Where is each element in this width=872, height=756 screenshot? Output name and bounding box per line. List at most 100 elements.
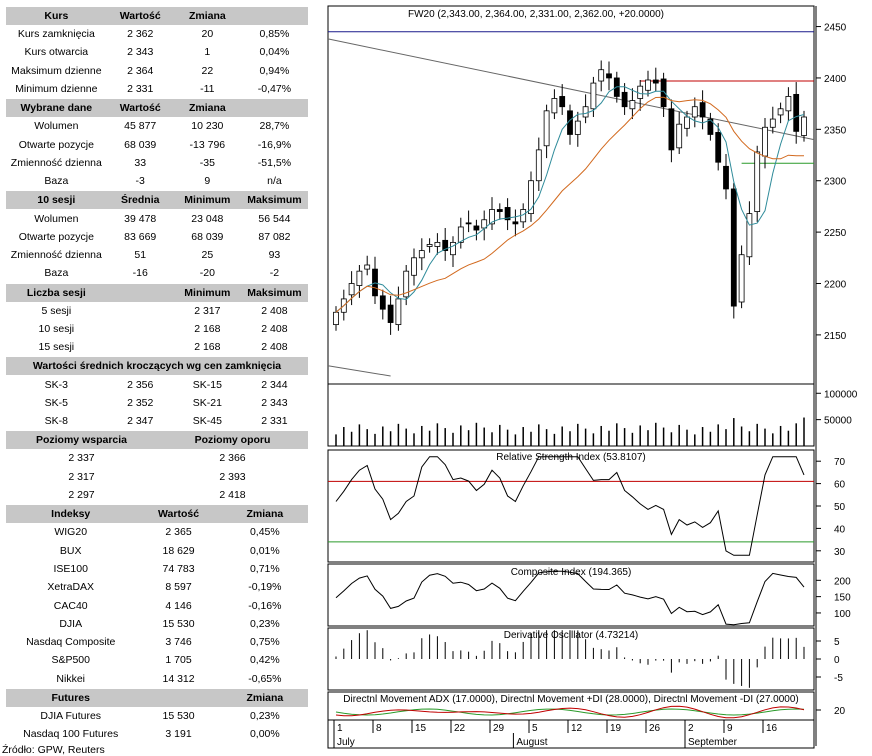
candle-body — [801, 116, 807, 136]
table-cell: 33 — [134, 156, 147, 169]
table-cell: 15 530 — [162, 617, 195, 630]
candle-body — [489, 209, 495, 225]
header-cell: Poziomy wsparcia — [35, 434, 128, 447]
candle-body — [411, 257, 417, 276]
header-cell: Liczba sesji — [26, 286, 86, 299]
candle-body — [707, 118, 714, 135]
table-cell: 14 312 — [162, 672, 195, 685]
srednie-table: Wartości średnich kroczących wg cen zamk… — [6, 356, 308, 430]
table-cell: 2 408 — [261, 341, 288, 354]
rsi-tick-label: 60 — [834, 480, 846, 491]
table-cell: 2 393 — [219, 470, 246, 483]
candle-body — [668, 108, 675, 151]
adx-tick-label: 20 — [834, 706, 846, 717]
candle-body — [348, 283, 355, 296]
table-row: SK-3 2 356 SK-15 2 344 — [6, 375, 308, 393]
table-cell: XetraDAX — [47, 581, 95, 594]
table-cell: 74 783 — [162, 562, 195, 575]
derivative-tick-label: 0 — [834, 655, 840, 666]
table-row: Otwarte pozycje 68 039 -13 796 -16,9% — [6, 135, 308, 153]
header-cell: Wartość — [119, 102, 161, 115]
x-day-label: 5 — [532, 723, 538, 734]
candle-body — [762, 126, 768, 157]
header-cell: Zmiana — [246, 691, 284, 704]
market-data-panel: Kurs Wartość Zmiana Kurs zamknięcia 2 362 20 0… — [6, 6, 308, 744]
candle-body — [379, 295, 386, 310]
table-cell: SK-21 — [192, 396, 222, 409]
table-row: DJIA 15 530 0,23% — [6, 615, 308, 633]
candle-body — [426, 244, 433, 247]
table-row: WIG20 2 365 0,45% — [6, 523, 308, 541]
rsi-line — [335, 456, 805, 556]
candle-body — [543, 110, 550, 147]
header-cell: Zmiana — [188, 102, 226, 115]
rsi-tick-label: 30 — [834, 547, 846, 558]
candle-body — [551, 98, 558, 114]
candle-body — [652, 79, 659, 84]
x-axis-panel — [327, 719, 815, 749]
table-cell: 0,75% — [249, 636, 280, 649]
header-cell: Indeksy — [51, 508, 91, 521]
candle-body — [660, 78, 667, 108]
table-row: 2 317 2 393 — [6, 468, 308, 486]
kurs-table: Kurs Wartość Zmiana Kurs zamknięcia 2 362 20 0… — [6, 6, 308, 98]
table-header: Futures Zmiana — [6, 687, 308, 707]
candle-body — [535, 149, 542, 182]
table-row: XetraDAX 8 597 -0,19% — [6, 578, 308, 596]
table-cell: 0,04% — [259, 46, 290, 59]
table-cell: WIG20 — [54, 526, 88, 539]
table-header: Poziomy wsparcia Poziomy oporu — [6, 430, 308, 450]
table-cell: 2 297 — [68, 489, 95, 502]
table-cell: -0,19% — [248, 581, 282, 594]
ma-short-line — [335, 86, 805, 313]
table-cell: 15 530 — [162, 710, 195, 723]
table-header: Indeksy Wartość Zmiana — [6, 504, 308, 524]
x-month-label: July — [337, 737, 355, 748]
rsi-panel — [327, 449, 815, 563]
table-cell: 2 362 — [127, 28, 154, 41]
table-cell: -0,47% — [257, 83, 292, 96]
header-cell: Wartość — [158, 508, 200, 521]
table-cell: 2 168 — [194, 323, 221, 335]
price-tick-label: 2200 — [824, 280, 847, 291]
header-cell: Minimum — [184, 286, 231, 299]
table-cell: SK-15 — [192, 378, 222, 391]
candle-body — [395, 298, 402, 326]
header-cell: Wartość — [119, 10, 161, 22]
table-row: Wolumen 45 877 10 230 28,7% — [6, 117, 308, 135]
table-row: Nasdaq Composite 3 746 0,75% — [6, 633, 308, 651]
ma-long-line — [335, 96, 804, 313]
table-cell: -0,65% — [248, 672, 282, 685]
adx-plus-line — [335, 708, 805, 716]
table-cell: 68 039 — [191, 230, 224, 243]
indeksy-table: Indeksy Wartość Zmiana WIG20 2 365 0,45% BUX 18… — [6, 504, 308, 688]
composite-tick-label: 100 — [834, 609, 851, 620]
price-tick-label: 2450 — [824, 23, 847, 34]
table-cell: 0,42% — [249, 654, 280, 667]
table-row: S&P500 1 705 0,42% — [6, 651, 308, 669]
candle-body — [512, 221, 519, 225]
table-cell: 25 — [201, 249, 214, 262]
table-cell: n/a — [267, 175, 282, 188]
table-cell: 8 597 — [165, 581, 192, 594]
table-cell: 2 356 — [127, 378, 154, 391]
candle-body — [434, 241, 441, 247]
table-cell: SK-45 — [192, 415, 222, 428]
trend-line — [327, 38, 815, 141]
table-cell: -20 — [199, 267, 215, 280]
price-tick-label: 2150 — [824, 331, 847, 342]
table-row: Minimum dzienne 2 331 -11 -0,47% — [6, 80, 308, 98]
table-cell: 2 343 — [127, 46, 154, 59]
price-panel — [327, 5, 815, 447]
table-cell: 45 877 — [124, 120, 157, 133]
table-cell: Minimum dzienne — [15, 83, 98, 96]
table-cell: -11 — [200, 83, 215, 96]
x-month-label: September — [688, 737, 738, 748]
table-cell: 0,45% — [249, 526, 280, 539]
price-tick-label: 2300 — [824, 177, 847, 188]
table-cell: 0,94% — [259, 64, 290, 77]
x-day-label: 9 — [727, 723, 733, 734]
table-cell: Kurs zamknięcia — [17, 28, 95, 41]
table-row: DJIA Futures 15 530 0,23% — [6, 707, 308, 725]
table-cell: 9 — [204, 175, 211, 188]
